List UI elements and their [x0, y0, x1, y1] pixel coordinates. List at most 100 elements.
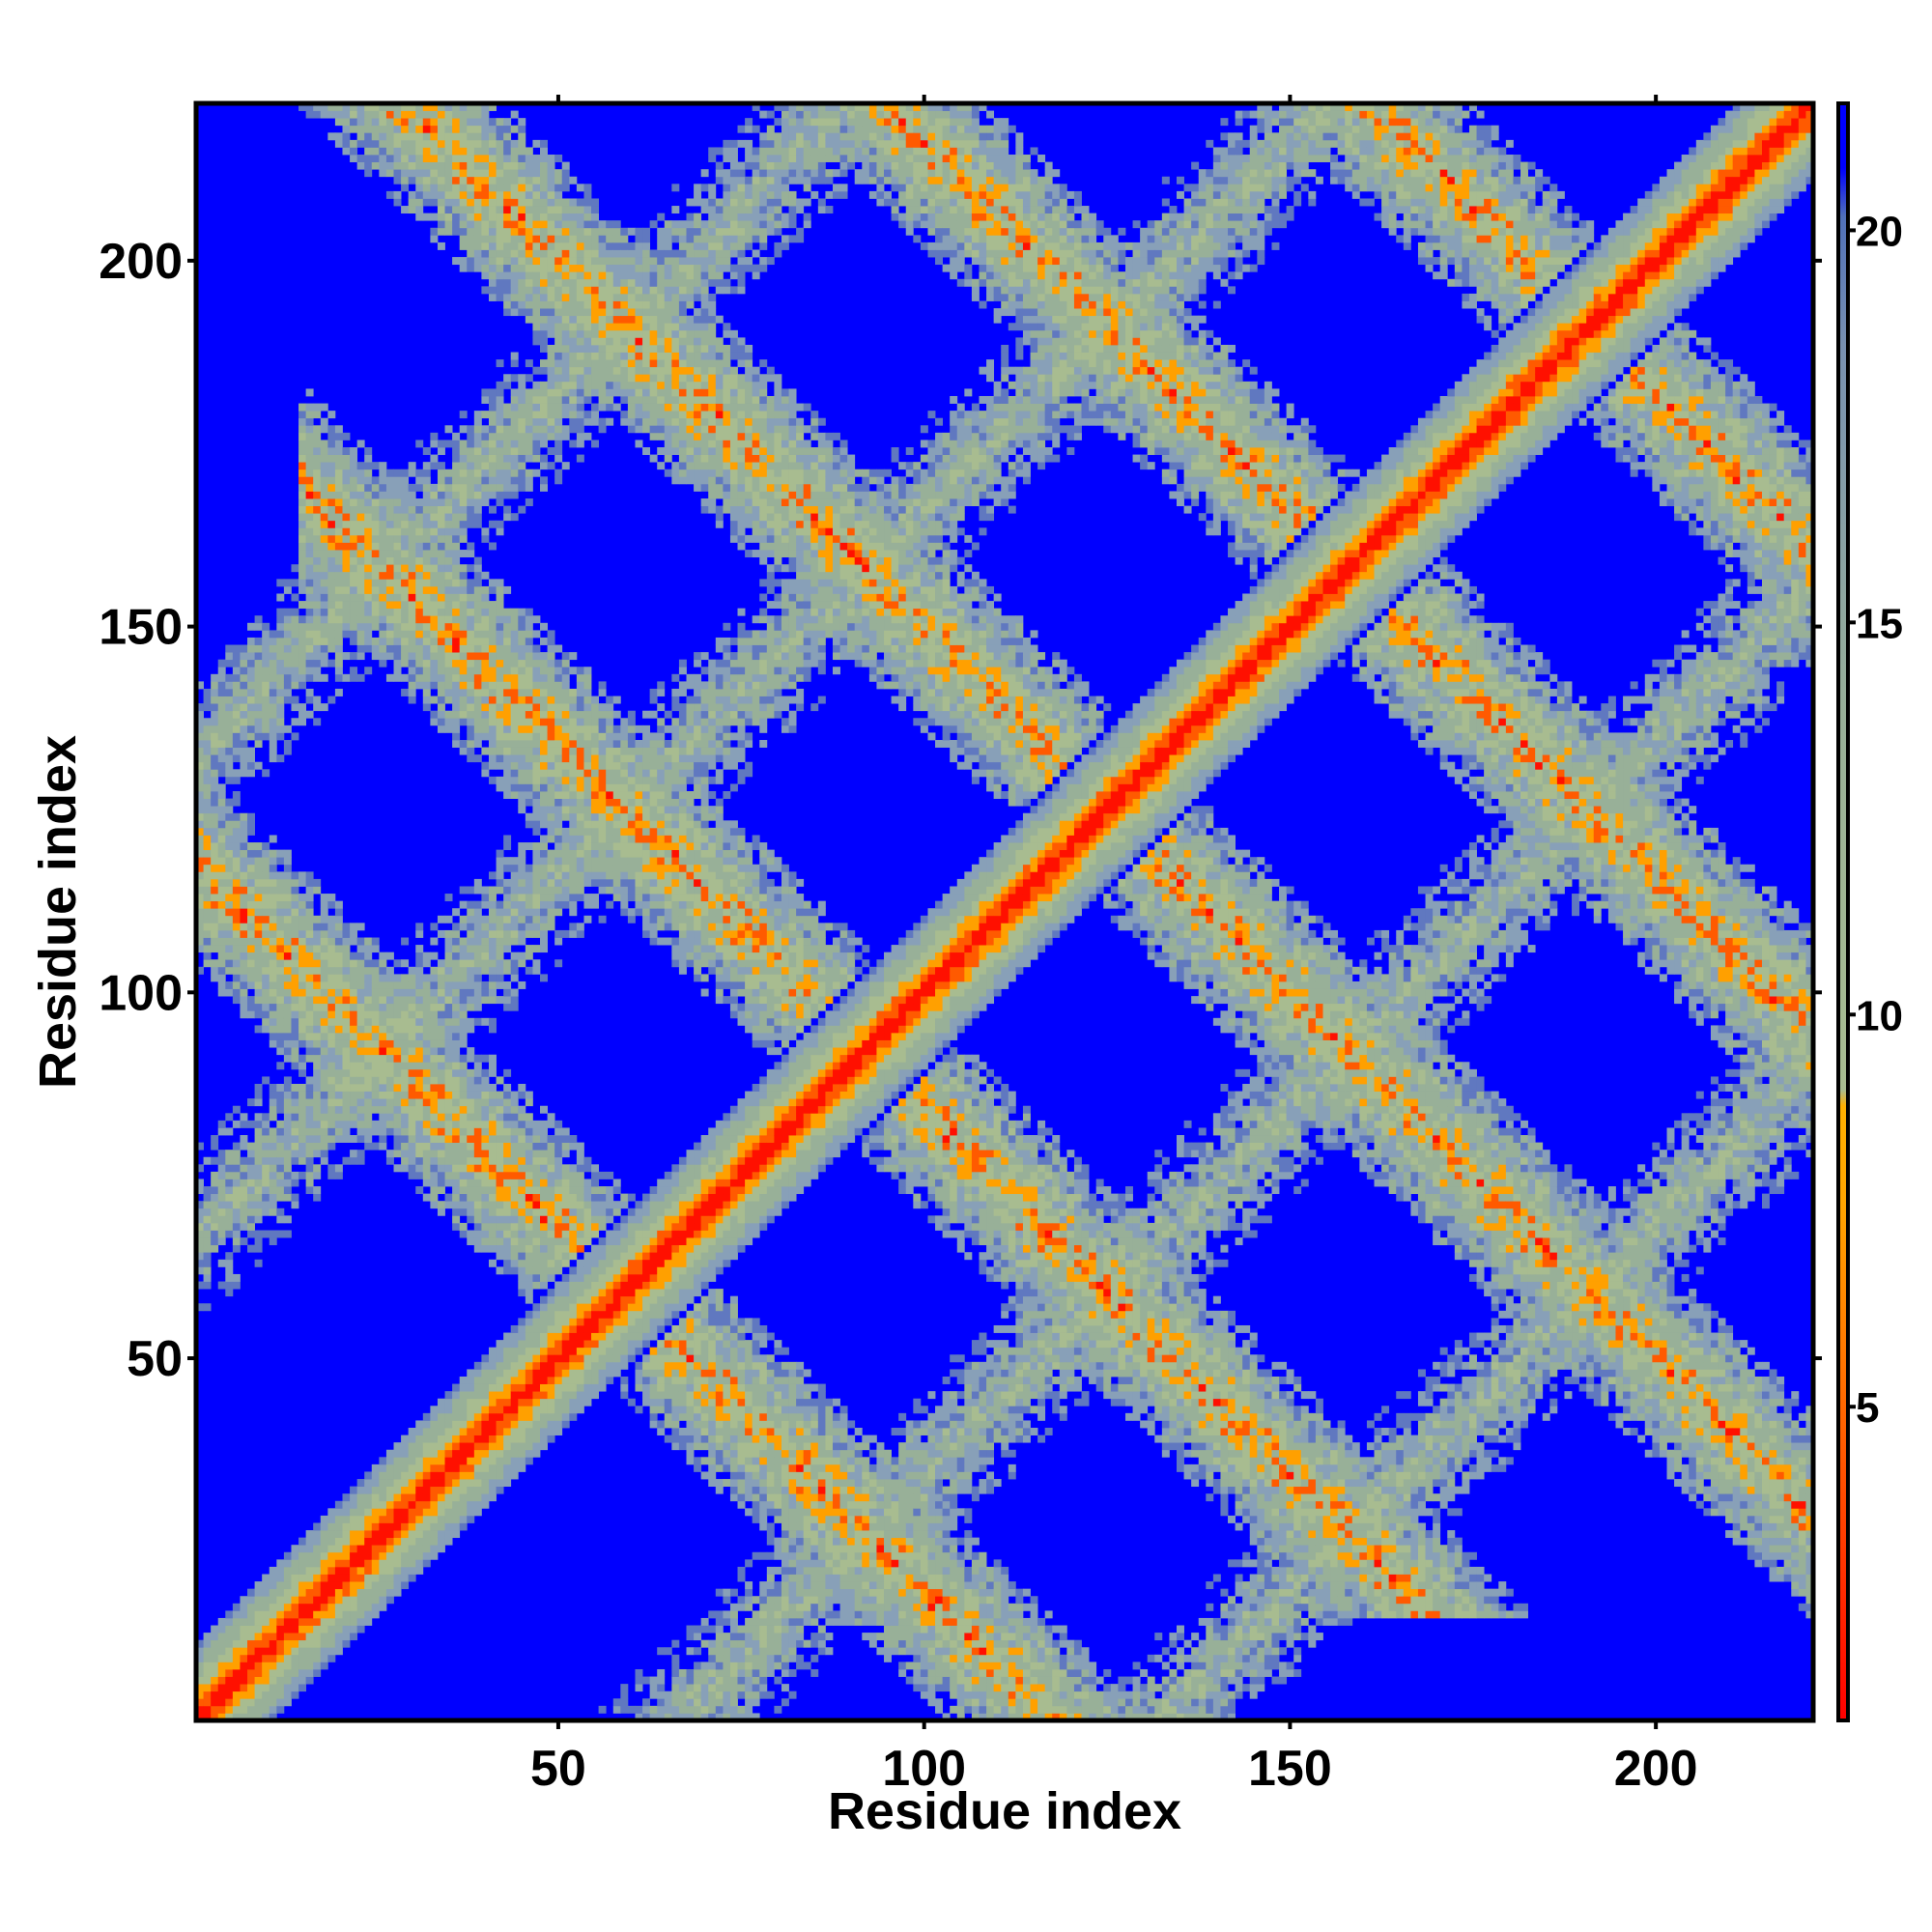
heatmap-cell: [298, 1647, 306, 1655]
heatmap-cell: [386, 1538, 394, 1546]
heatmap-cell: [233, 1274, 241, 1282]
heatmap-cell: [394, 527, 402, 535]
heatmap-cell: [298, 711, 306, 719]
heatmap-cell: [415, 1464, 423, 1472]
heatmap-cell: [255, 1596, 263, 1604]
heatmap-cell: [503, 418, 511, 426]
heatmap-cell: [335, 996, 343, 1004]
heatmap-cell: [438, 1164, 445, 1172]
heatmap-cell: [511, 155, 519, 162]
heatmap-cell: [313, 411, 321, 418]
heatmap-cell: [225, 725, 233, 733]
heatmap-cell: [423, 1487, 431, 1494]
heatmap-cell: [306, 916, 314, 923]
heatmap-cell: [511, 271, 519, 279]
heatmap-cell: [357, 945, 365, 952]
heatmap-cell: [474, 1450, 482, 1458]
heatmap-cell: [532, 162, 540, 170]
heatmap-cell: [379, 1575, 386, 1582]
heatmap-cell: [394, 1033, 402, 1040]
heatmap-cell: [474, 938, 482, 946]
heatmap-cell: [306, 1640, 314, 1648]
heatmap-cell: [415, 126, 423, 133]
heatmap-cell: [327, 491, 335, 498]
heatmap-cell: [327, 1559, 335, 1567]
heatmap-cell: [364, 1522, 372, 1530]
heatmap-cell: [364, 1040, 372, 1048]
heatmap-cell: [497, 1340, 504, 1348]
heatmap-cell: [327, 630, 335, 638]
heatmap-cell: [445, 609, 453, 616]
heatmap-cell: [350, 1567, 357, 1575]
heatmap-cell: [532, 1208, 540, 1216]
heatmap-cell: [211, 1172, 218, 1179]
heatmap-cell: [511, 1186, 519, 1194]
heatmap-cell: [532, 857, 540, 865]
heatmap-cell: [225, 930, 233, 938]
heatmap-cell: [452, 703, 460, 711]
heatmap-cell: [452, 1004, 460, 1011]
heatmap-cell: [467, 206, 474, 213]
heatmap-cell: [218, 703, 226, 711]
heatmap-cell: [452, 1406, 460, 1413]
heatmap-cell: [460, 1092, 468, 1099]
heatmap-cell: [276, 667, 284, 674]
heatmap-cell: [240, 1143, 247, 1151]
heatmap-cell: [211, 1237, 218, 1245]
heatmap-cell: [255, 1215, 263, 1223]
heatmap-cell: [415, 506, 423, 514]
heatmap-cell: [438, 213, 445, 221]
heatmap-cell: [540, 711, 548, 719]
heatmap-cell: [503, 1179, 511, 1186]
heatmap-cell: [518, 879, 526, 887]
heatmap-cell: [372, 1033, 380, 1040]
heatmap-cell: [379, 1127, 386, 1135]
heatmap-cell: [211, 1662, 218, 1669]
heatmap-cell: [511, 681, 519, 689]
heatmap-cell: [240, 820, 247, 828]
heatmap-cell: [415, 623, 423, 631]
heatmap-cell: [430, 1047, 438, 1055]
heatmap-cell: [327, 959, 335, 967]
heatmap-cell: [255, 1179, 263, 1186]
heatmap-cell: [298, 1589, 306, 1597]
heatmap-cell: [342, 1530, 350, 1538]
heatmap-cell: [497, 162, 504, 170]
heatmap-cell: [233, 857, 241, 865]
heatmap-cell: [518, 1223, 526, 1231]
heatmap-cell: [342, 974, 350, 981]
heatmap-cell: [247, 945, 255, 952]
heatmap-cell: [460, 1010, 468, 1018]
heatmap-cell: [313, 1018, 321, 1026]
heatmap-cell: [386, 1559, 394, 1567]
heatmap-cell: [503, 308, 511, 316]
heatmap-cell: [481, 126, 489, 133]
heatmap-cell: [489, 279, 497, 287]
heatmap-cell: [394, 667, 402, 674]
heatmap-cell: [270, 967, 277, 975]
heatmap-cell: [204, 1684, 212, 1691]
heatmap-cell: [233, 748, 241, 755]
heatmap-cell: [474, 754, 482, 762]
heatmap-cell: [335, 564, 343, 572]
heatmap-cell: [357, 484, 365, 492]
heatmap-cell: [364, 1055, 372, 1063]
heatmap-cell: [511, 1464, 519, 1472]
heatmap-cell: [467, 1084, 474, 1092]
heatmap-cell: [532, 871, 540, 879]
heatmap-cell: [335, 1018, 343, 1026]
heatmap-cell: [291, 923, 298, 930]
heatmap-cell: [467, 740, 474, 748]
heatmap-cell: [401, 535, 409, 543]
heatmap-cell: [218, 842, 226, 850]
heatmap-cell: [357, 1069, 365, 1077]
heatmap-cell: [350, 586, 357, 594]
heatmap-cell: [460, 615, 468, 623]
heatmap-cell: [401, 1055, 409, 1063]
heatmap-cell: [511, 279, 519, 287]
heatmap-cell: [503, 835, 511, 842]
heatmap-cell: [430, 147, 438, 155]
heatmap-cell: [445, 1113, 453, 1121]
heatmap-cell: [276, 1567, 284, 1575]
heatmap-cell: [270, 1640, 277, 1648]
